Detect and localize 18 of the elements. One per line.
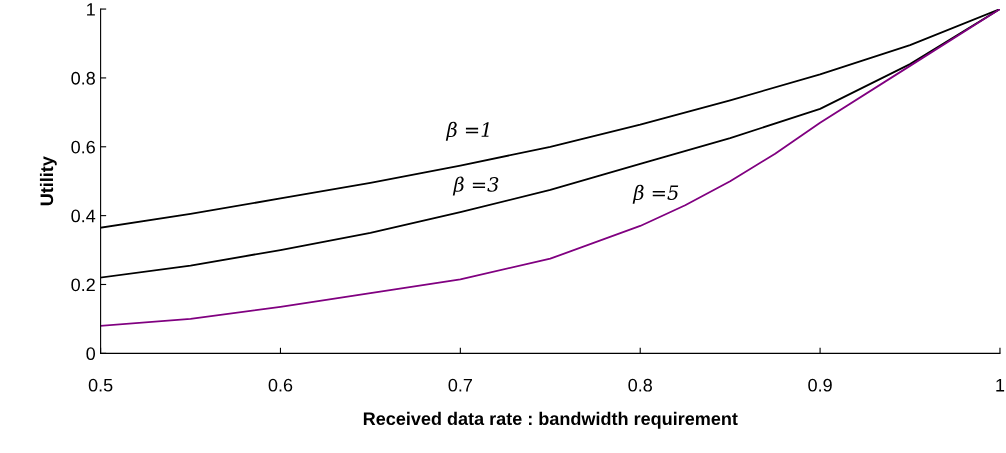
- x-tick-label: 0.5: [88, 378, 113, 392]
- y-axis-title: Utility: [39, 156, 57, 206]
- y-tick-label: 0.6: [71, 140, 95, 154]
- line-series: [100, 9, 1000, 327]
- y-tick-label: 1: [87, 3, 95, 16]
- x-axis-title: Received data rate : bandwidth requirement: [363, 411, 738, 429]
- y-tick-label: 0.4: [71, 209, 96, 223]
- x-tick-label: 0.9: [808, 378, 832, 392]
- series-label: β =5: [632, 184, 679, 204]
- x-tick-label: 1: [996, 379, 1005, 392]
- x-tick-label: 0.7: [448, 378, 472, 392]
- x-tick-label: 0.6: [268, 378, 293, 392]
- y-tick-label: 0.2: [71, 278, 95, 292]
- series-label: β =1: [445, 121, 489, 141]
- y-tick-label: 0: [86, 347, 96, 361]
- series-label: β =3: [452, 176, 499, 196]
- y-tick-label: 0.8: [71, 71, 95, 85]
- x-tick-label: 0.8: [628, 378, 652, 392]
